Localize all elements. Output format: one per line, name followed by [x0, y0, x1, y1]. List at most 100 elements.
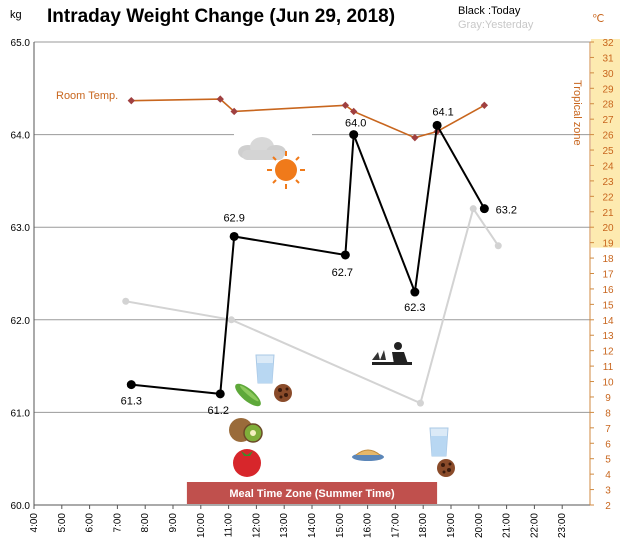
right-tick-label: 30 [602, 69, 614, 80]
water-glass-icon [255, 354, 275, 384]
left-unit-label: kg [10, 9, 22, 21]
today-line [131, 122, 486, 395]
kiwi-icon [229, 418, 263, 443]
today-data-label: 61.3 [121, 396, 142, 408]
today-data-label: 62.3 [404, 302, 425, 314]
tropical-zone-label: Tropical zone [571, 80, 583, 146]
sun-icon [267, 151, 305, 189]
yesterday-point [469, 205, 477, 213]
today-data-label: 61.2 [208, 405, 229, 417]
today-data-label: 64.0 [345, 118, 366, 130]
noodle-bowl-icon [352, 449, 384, 461]
yesterday-point [227, 316, 235, 324]
right-tick-label: 19 [602, 239, 614, 250]
x-tick-label: 11:00 [224, 513, 235, 538]
x-tick-label: 12:00 [251, 513, 262, 538]
right-tick-label: 3 [605, 486, 611, 497]
legend-today: Black :Today [458, 5, 521, 17]
right-tick-label: 17 [602, 270, 614, 281]
x-tick-label: 14:00 [307, 513, 318, 538]
x-tick-label: 16:00 [363, 513, 374, 538]
left-tick-label: 60.0 [11, 501, 31, 512]
today-point [410, 287, 420, 297]
right-tick-label: 32 [602, 38, 614, 49]
today-data-label: 63.2 [496, 205, 517, 217]
water-glass-icon [429, 427, 449, 457]
right-tick-label: 12 [602, 347, 614, 358]
chocolate-cookie-icon [437, 459, 455, 477]
room-temp-point [230, 107, 238, 116]
room-temp-point [480, 101, 489, 109]
chart-title: Intraday Weight Change (Jun 29, 2018) [47, 6, 395, 27]
room-temp-point [216, 95, 224, 103]
x-tick-label: 8:00 [140, 513, 151, 533]
today-point [229, 231, 239, 241]
left-tick-label: 64.0 [11, 131, 31, 142]
legend-yesterday: Gray:Yesterday [458, 19, 534, 31]
yesterday-point [122, 297, 130, 305]
x-tick-label: 9:00 [168, 513, 179, 533]
right-tick-label: 31 [602, 53, 614, 64]
today-point [126, 380, 136, 390]
today-data-label: 64.1 [432, 106, 453, 118]
x-tick-label: 13:00 [279, 513, 290, 538]
meal-time-zone-bar [186, 482, 438, 504]
right-tick-label: 18 [602, 254, 614, 265]
room-temp-line [131, 98, 485, 139]
series-layer: 61.3 61.2 62.9 62.7 64.0 62.3 64.1 63.2 [121, 95, 517, 417]
right-tick-label: 4 [605, 470, 611, 481]
today-point [340, 250, 350, 260]
right-tick-label: 13 [602, 331, 614, 342]
right-tick-label: 26 [602, 131, 614, 142]
x-tick-labels: 4:00 5:00 6:00 7:00 8:00 9:00 10:00 11:00 12:00 1… [29, 505, 568, 538]
room-temp-point [350, 107, 358, 116]
right-tick-label: 22 [602, 192, 614, 203]
right-tick-label: 11 [603, 362, 614, 373]
x-tick-label: 5:00 [57, 513, 68, 533]
right-tick-label: 28 [602, 100, 614, 111]
left-tick-label: 63.0 [11, 223, 31, 234]
room-temp-point [127, 96, 135, 105]
x-tick-label: 15:00 [335, 513, 346, 538]
today-point [479, 204, 489, 214]
cloud-icon [238, 137, 286, 160]
right-tick-label: 20 [602, 223, 614, 234]
x-tick-label: 4:00 [29, 513, 40, 533]
x-tick-label: 10:00 [196, 513, 207, 538]
right-tick-label: 6 [605, 439, 611, 450]
right-tick-label: 2 [605, 501, 611, 512]
right-tick-label: 14 [602, 316, 614, 327]
right-tick-label: 9 [605, 393, 611, 404]
today-data-label: 62.7 [332, 267, 353, 279]
today-point [215, 389, 225, 399]
x-tick-label: 21:00 [502, 513, 513, 538]
right-tick-label: 24 [602, 161, 614, 172]
room-temp-point [411, 134, 419, 142]
meal-time-zone-label: Meal Time Zone (Summer Time) [229, 488, 395, 500]
yesterday-point [416, 399, 424, 407]
x-tick-label: 7:00 [112, 513, 123, 533]
x-tick-label: 20:00 [474, 513, 485, 538]
yesterday-line [125, 206, 500, 405]
tropical-zone-band [591, 39, 620, 248]
today-point [432, 120, 442, 130]
x-tick-label: 6:00 [85, 513, 96, 533]
right-tick-label: 23 [602, 177, 614, 188]
left-tick-label: 61.0 [11, 408, 31, 419]
right-tick-label: 29 [602, 84, 614, 95]
right-tick-label: 21 [602, 208, 614, 219]
cucumber-icon [235, 383, 261, 407]
right-unit-label: ℃ [592, 13, 604, 25]
gridlines [34, 41, 590, 413]
tomato-icon [233, 449, 261, 477]
right-tick-labels: 2345678910111213141516171819202122232425… [590, 38, 614, 512]
x-tick-label: 22:00 [529, 513, 540, 538]
right-tick-label: 16 [602, 285, 614, 296]
x-tick-label: 19:00 [446, 513, 457, 538]
left-tick-label: 65.0 [11, 38, 31, 49]
right-tick-label: 8 [605, 408, 611, 419]
right-tick-label: 10 [602, 378, 614, 389]
right-tick-label: 15 [602, 300, 614, 311]
right-tick-label: 5 [605, 455, 611, 466]
